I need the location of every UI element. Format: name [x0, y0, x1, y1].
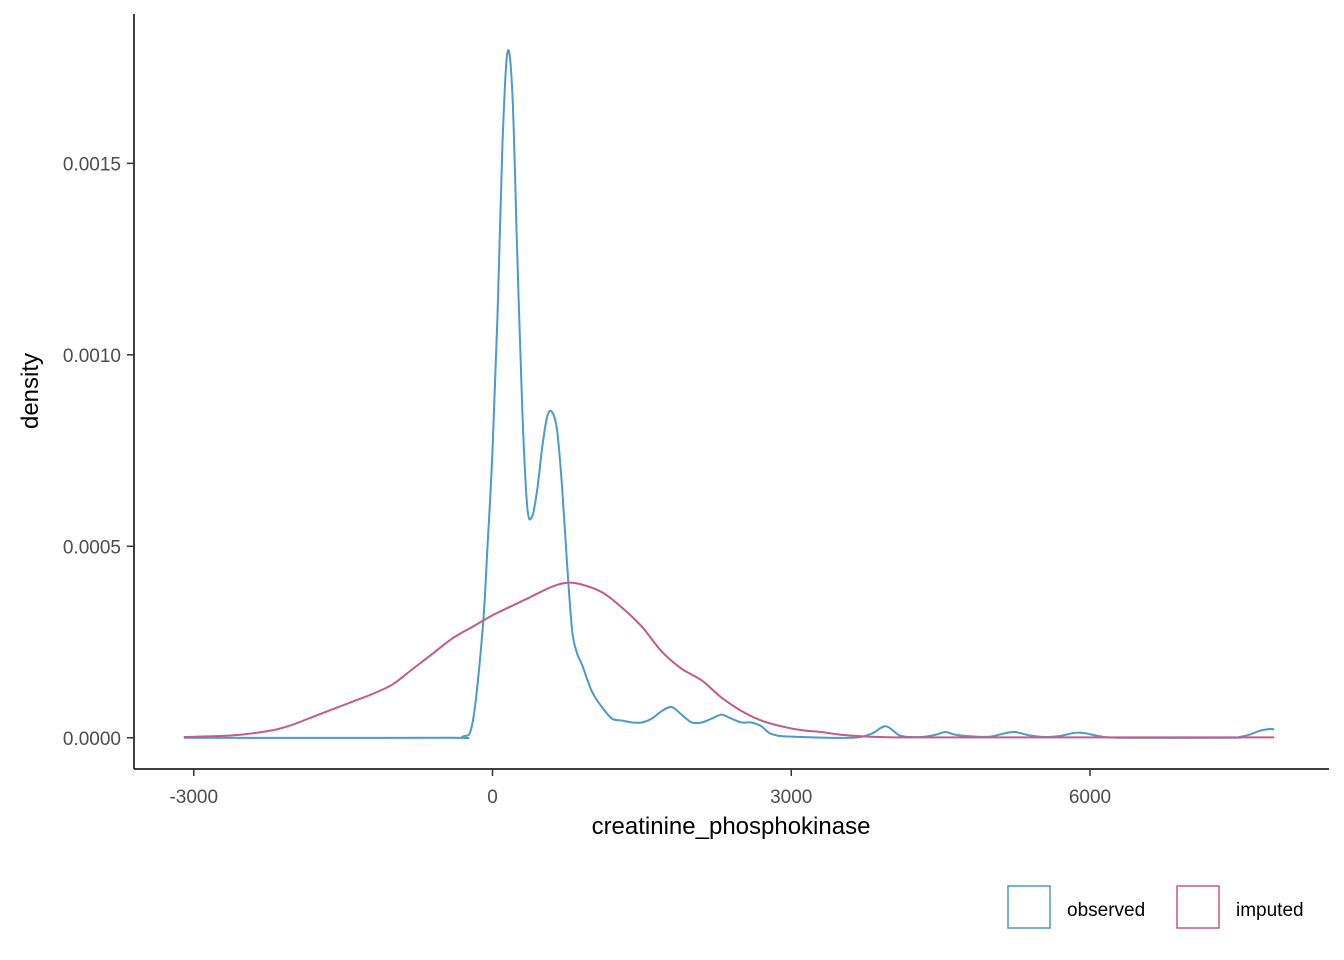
y-axis-title: density — [17, 353, 44, 429]
legend-label-imputed: imputed — [1236, 900, 1304, 921]
legend-key-observed — [1007, 885, 1051, 929]
series-line-observed — [183, 49, 1275, 740]
x-tick-label: 6000 — [1069, 787, 1111, 808]
y-tick-label: 0.0015 — [63, 154, 121, 175]
y-tick-label: 0.0010 — [63, 346, 121, 367]
series-lines — [183, 49, 1275, 740]
y-tick-label: 0.0000 — [63, 729, 121, 750]
y-tick-label: 0.0005 — [63, 537, 121, 558]
legend-key-imputed — [1176, 885, 1220, 929]
y-ticks: 0.0000 0.0005 0.0010 0.0015 — [63, 154, 134, 750]
series-line-imputed — [183, 581, 1275, 739]
x-tick-label: 3000 — [770, 787, 812, 808]
legend-label-observed: observed — [1067, 900, 1145, 921]
x-axis-title: creatinine_phosphokinase — [592, 813, 871, 840]
legend: observed imputed — [1007, 885, 1304, 929]
x-tick-label: -3000 — [169, 787, 218, 808]
x-ticks: -3000 0 3000 6000 — [169, 769, 1111, 808]
x-tick-label: 0 — [487, 787, 498, 808]
